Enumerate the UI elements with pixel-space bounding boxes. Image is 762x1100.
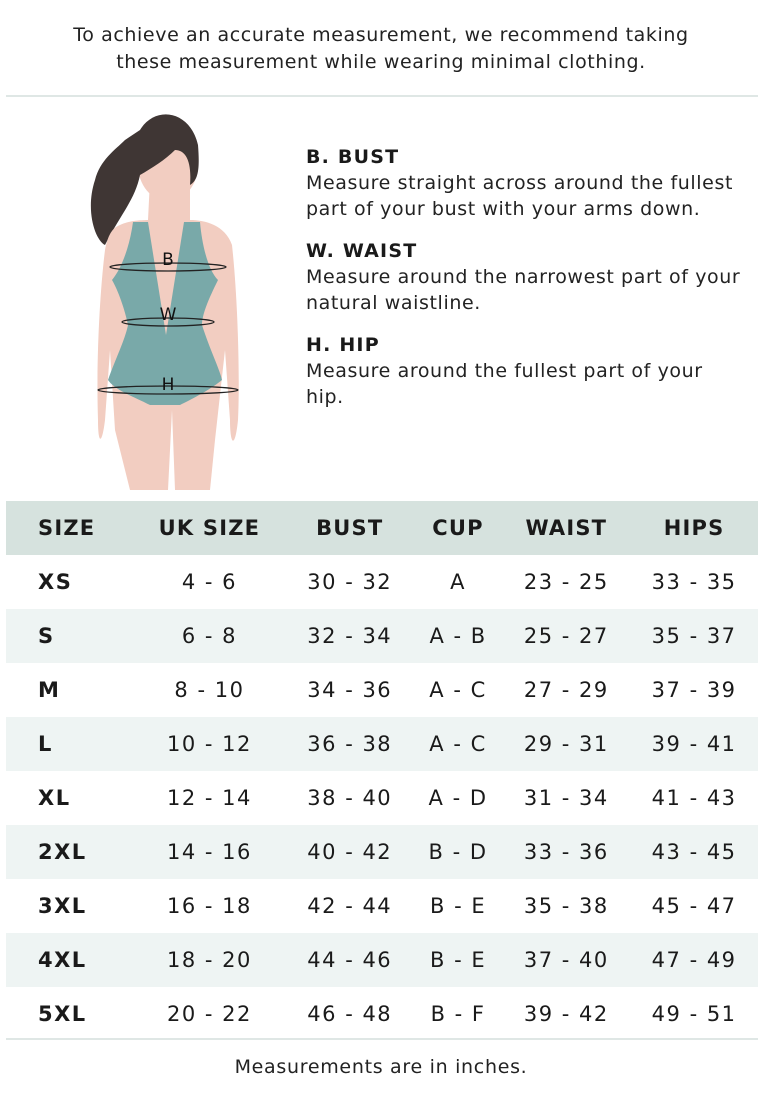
measurement-definitions: B. BUST Measure straight across around t… [306,144,746,426]
table-cell: 33 - 36 [502,825,631,879]
table-row: L 10 - 12 36 - 38 A - C 29 - 31 39 - 41 [6,717,758,771]
table-cell: 45 - 47 [651,894,737,918]
hip-measure-line [97,385,239,395]
column-header: CUP [413,501,503,555]
table-cell: 39 - 42 [523,1002,609,1026]
table-cell: XL [38,786,71,810]
table-cell: L [6,717,133,771]
table-cell: 32 - 34 [285,609,414,663]
table-row: M 8 - 10 34 - 36 A - C 27 - 29 37 - 39 [6,663,758,717]
table-cell: 31 - 34 [523,786,609,810]
definition-title: B. BUST [306,146,400,168]
table-cell: 2XL [6,825,133,879]
size-table: SIZE UK SIZE BUST CUP WAIST HIPS XS 4 - 6 30 - … [6,501,758,1041]
table-cell: 38 - 40 [307,786,393,810]
divider [6,1038,758,1040]
table-row: XS 4 - 6 30 - 32 A 23 - 25 33 - 35 [6,555,758,609]
hip-label: H [162,375,175,395]
definition-text: Measure around the fullest part of your … [306,360,703,408]
table-cell: 29 - 31 [502,717,631,771]
definition-title: W. WAIST [306,240,418,262]
table-cell: 46 - 48 [307,1002,393,1026]
table-cell: A [450,570,466,594]
table-cell: 47 - 49 [630,933,758,987]
table-cell: 8 - 10 [174,678,245,702]
table-cell: 35 - 38 [523,894,609,918]
table-cell: 43 - 45 [630,825,758,879]
definition-bust: B. BUST Measure straight across around t… [306,144,746,222]
table-header-row: SIZE UK SIZE BUST CUP WAIST HIPS [6,501,758,555]
table-cell: 49 - 51 [651,1002,737,1026]
units-note: Measurements are in inches. [234,1056,528,1078]
table-cell: 3XL [38,894,87,918]
table-cell: 40 - 42 [285,825,414,879]
table-cell: 4XL [6,933,133,987]
table-row: 5XL 20 - 22 46 - 48 B - F 39 - 42 49 - 51 [6,987,758,1041]
table-cell: A - C [413,717,503,771]
table-cell: 25 - 27 [502,609,631,663]
definition-waist: W. WAIST Measure around the narrowest pa… [306,238,746,316]
table-cell: 37 - 40 [502,933,631,987]
waist-measure-line [121,317,215,327]
table-cell: 33 - 35 [651,570,737,594]
intro-line-1: To achieve an accurate measurement, we r… [73,24,689,46]
definition-hip: H. HIP Measure around the fullest part o… [306,332,746,410]
table-cell: XS [38,570,73,594]
table-cell: 27 - 29 [523,678,609,702]
waist-label: W [160,305,177,325]
table-cell: 36 - 38 [285,717,414,771]
bust-measure-line [109,262,227,272]
table-cell: B - F [430,1002,486,1026]
column-header: BUST [285,501,414,555]
table-row: 4XL 18 - 20 44 - 46 B - E 37 - 40 47 - 49 [6,933,758,987]
table-cell: B - E [413,933,503,987]
table-cell: 39 - 41 [630,717,758,771]
definition-text: Measure around the narrowest part of you… [306,266,741,314]
table-cell: 20 - 22 [166,1002,252,1026]
column-header: HIPS [630,501,758,555]
column-header: WAIST [502,501,631,555]
table-cell: 10 - 12 [133,717,286,771]
table-cell: 6 - 8 [133,609,286,663]
table-cell: A - D [428,786,488,810]
table-cell: M [38,678,61,702]
table-cell: 41 - 43 [651,786,737,810]
divider [6,95,758,97]
intro-line-2: these measurement while wearing minimal … [116,51,646,73]
table-cell: S [6,609,133,663]
table-cell: 34 - 36 [307,678,393,702]
table-cell: 4 - 6 [181,570,237,594]
definition-text: Measure straight across around the fulle… [306,172,734,220]
table-cell: B - D [413,825,503,879]
intro-text: To achieve an accurate measurement, we r… [0,22,762,76]
table-cell: 23 - 25 [523,570,609,594]
table-row: 3XL 16 - 18 42 - 44 B - E 35 - 38 45 - 47 [6,879,758,933]
table-cell: B - E [429,894,487,918]
body-illustration [90,114,239,490]
definition-title: H. HIP [306,334,380,356]
column-header: SIZE [6,501,133,555]
table-cell: 14 - 16 [133,825,286,879]
table-cell: 30 - 32 [307,570,393,594]
table-cell: 42 - 44 [307,894,393,918]
table-cell: 18 - 20 [133,933,286,987]
table-cell: 44 - 46 [285,933,414,987]
table-row: 2XL 14 - 16 40 - 42 B - D 33 - 36 43 - 45 [6,825,758,879]
body-measurement-figure: B W H [90,114,239,490]
table-cell: 5XL [38,1002,87,1026]
table-cell: 16 - 18 [166,894,252,918]
table-cell: 37 - 39 [651,678,737,702]
table-row: XL 12 - 14 38 - 40 A - D 31 - 34 41 - 43 [6,771,758,825]
table-cell: A - C [429,678,487,702]
table-cell: A - B [413,609,503,663]
swimsuit [108,222,222,405]
bust-label: B [162,250,174,270]
table-cell: 35 - 37 [630,609,758,663]
table-cell: 12 - 14 [166,786,252,810]
column-header: UK SIZE [133,501,286,555]
